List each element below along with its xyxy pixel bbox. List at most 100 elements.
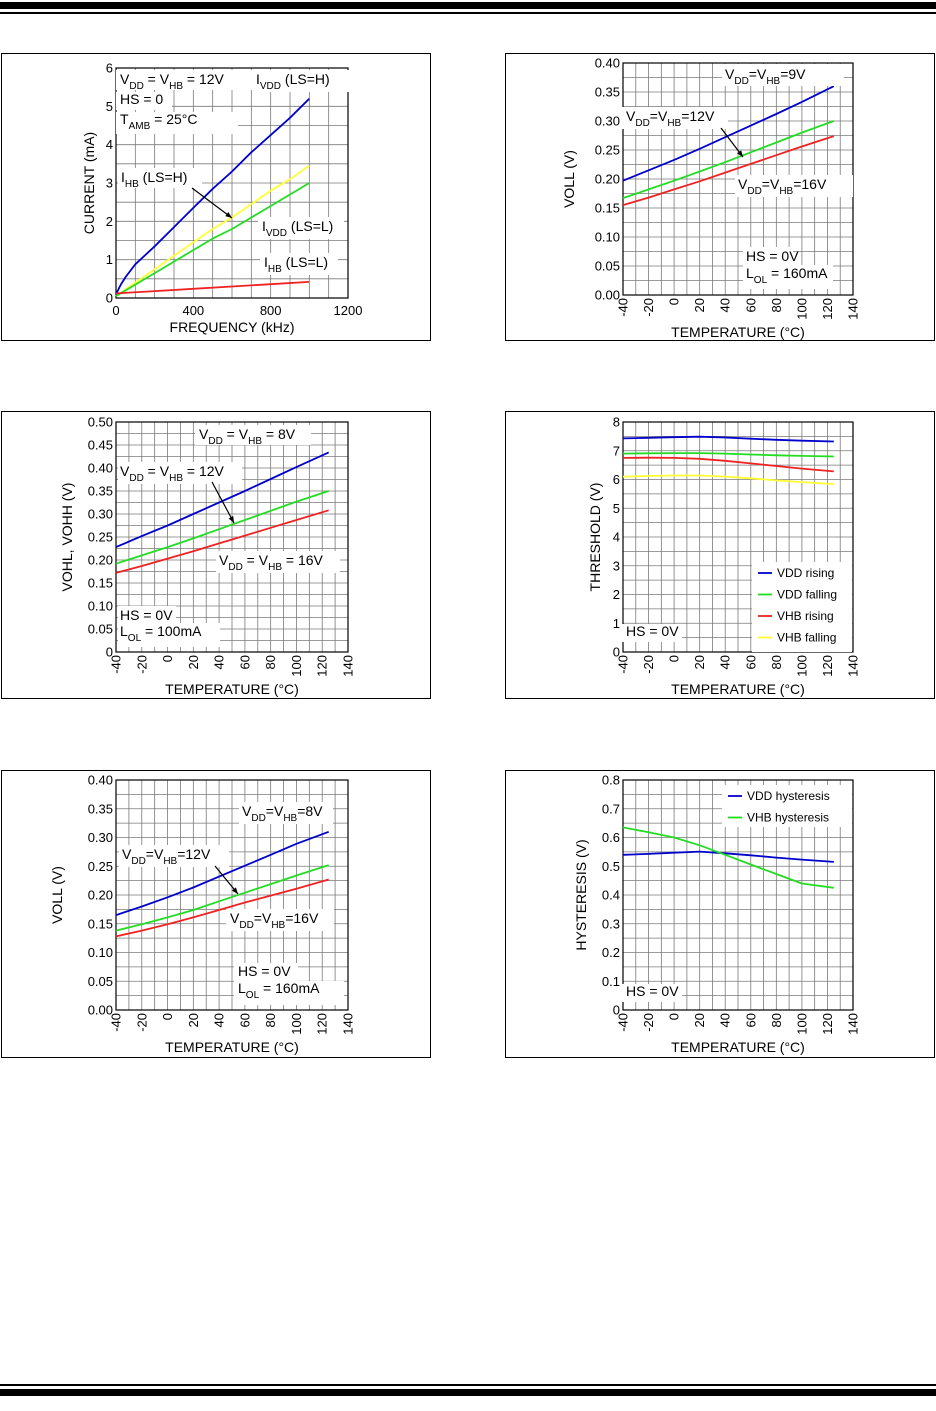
annotation-main: HS = 0V (120, 607, 173, 623)
y-tick-label: 0.15 (88, 576, 113, 591)
y-tick-label: 0.6 (602, 830, 620, 845)
annotation-subscript: HB (169, 473, 183, 484)
annotation-hs-0v: HS = 0V (743, 247, 799, 265)
y-axis-label: VOLL (V) (49, 866, 65, 924)
annotation-hs-0v: HS = 0V (622, 983, 682, 1002)
annotation-bg (118, 462, 242, 484)
series-group (115, 830, 330, 938)
annotation-bg (234, 981, 344, 1005)
annotation-subscript: DD (239, 920, 253, 931)
y-tick-label: 0.35 (595, 85, 620, 100)
annotation-subscript: OL (128, 633, 142, 644)
annotation-subscript: HB (163, 856, 177, 867)
annotation-subscript: DD (131, 856, 145, 867)
x-tick-label: 140 (341, 1013, 356, 1035)
annotation-bg (260, 253, 338, 275)
annotation-text: LOL = 100mA (120, 623, 202, 644)
y-tick-label: 0.40 (88, 773, 113, 788)
annotation-bg (195, 425, 311, 445)
y-axis-label: THRESHOLD (V) (587, 483, 603, 592)
y-tick-label: 0.35 (88, 484, 113, 499)
x-axis-label: TEMPERATURE (°C) (671, 681, 805, 697)
x-axis-label: TEMPERATURE (°C) (671, 324, 805, 340)
y-axis-label: VOLL (V) (561, 150, 577, 208)
legend-label: VHB falling (777, 631, 836, 645)
plot-frame (622, 421, 854, 653)
y-tick-label: 0.05 (88, 622, 113, 637)
y-tick-label: 5 (613, 501, 620, 516)
annotation-bg (216, 551, 340, 573)
annotation-part: =16V (285, 910, 319, 926)
series-line-ihb-ls-l (115, 281, 310, 295)
y-tick-label: 0.45 (88, 438, 113, 453)
y-tick-label: 0.1 (602, 974, 620, 989)
x-axis-label: TEMPERATURE (°C) (165, 681, 299, 697)
y-tick-label: 0 (613, 1003, 620, 1018)
x-tick-label: 80 (769, 655, 784, 669)
annotation-bg (743, 247, 793, 265)
legend-label: VHB hysteresis (747, 811, 829, 825)
x-tick-label: 60 (237, 1013, 252, 1027)
annotation-vdd-vhb-8v: VDD=VHB=8V (239, 802, 333, 824)
legend-label: VDD rising (777, 566, 834, 580)
x-tick-label: 80 (769, 1013, 784, 1027)
annotation-subscript: HB (268, 562, 282, 573)
series-line-vhb-rising (622, 456, 834, 473)
annotation-ihb-ls-h: IHB (LS=H) (118, 168, 202, 190)
annotation-main: V (725, 66, 735, 82)
x-tick-label: 20 (692, 1013, 707, 1027)
annotation-main: T (120, 111, 129, 127)
annotation-subscript: DD (228, 562, 242, 573)
annotation-main: V (242, 803, 252, 819)
annotation-bg (722, 64, 844, 86)
x-tick-label: 120 (820, 1013, 835, 1035)
annotation-text: VDD=VHB=8V (242, 803, 323, 824)
x-tick-label: 20 (186, 655, 201, 669)
series-line-vdd-vhb-16v (115, 878, 329, 938)
series-line-vdd-rising (622, 435, 834, 443)
y-tick-label: 7 (613, 443, 620, 458)
y-tick-label: 0.00 (88, 1003, 113, 1018)
y-tick-label: 4 (106, 137, 113, 152)
annotation-part: = 100mA (141, 623, 202, 639)
annotation-hs-0v: HS = 0V (118, 606, 176, 624)
chart-panel-vohl-vohh: 0 0.05 0.10 0.15 0.20 0.25 0.30 0.35 0.40 0.45 0.5… (1, 411, 431, 699)
chart-panel-threshold: 0 1 2 3 4 5 6 7 8 -40 -20 0 20 40 60 80 100 120 140 TEMPERA… (505, 411, 935, 699)
annotation-bg (234, 963, 298, 981)
x-axis-label: TEMPERATURE (°C) (671, 1039, 805, 1055)
x-tick-label: 80 (263, 655, 278, 669)
y-tick-label: 6 (613, 472, 620, 487)
y-tick-label: 0.20 (595, 172, 620, 187)
x-tick-label: 100 (794, 298, 809, 320)
annotation-subscript: DD (129, 81, 143, 92)
legend-label: VDD falling (777, 588, 837, 602)
annotation-vdd-vhb-12v: VDD = VHB = 12V (118, 462, 242, 484)
annotation-part: = V (144, 463, 170, 479)
annotation-part: =8V (297, 803, 323, 819)
annotation-text: LOL = 160mA (238, 980, 320, 1001)
x-tick-label: -20 (134, 1013, 149, 1032)
annotation-bg (226, 909, 334, 931)
annotation-bg (622, 624, 682, 642)
annotation-part: =12V (681, 108, 715, 124)
y-tick-label: 2 (106, 214, 113, 229)
annotation-main: I (264, 254, 268, 270)
chart-hysteresis-vs-temperature: 0 0.1 0.2 0.3 0.4 0.5 0.6 0.7 0.8 -40 -20 0 20 40 60 80… (573, 773, 861, 1056)
annotation-main: L (238, 980, 246, 996)
x-tick-label: 100 (794, 1013, 809, 1035)
legend-label: VHB rising (777, 609, 834, 623)
x-tick-label: 120 (820, 655, 835, 677)
series-line-vdd-vhb-16v (622, 135, 835, 206)
annotation-main: HS = 0 (120, 91, 163, 107)
annotation-text: LOL = 160mA (746, 265, 828, 286)
annotation-subscript: DD (635, 118, 649, 129)
chart-voll-vs-temperature-b: 0.00 0.05 0.10 0.15 0.20 0.25 0.30 0.35 0.40 -40-… (49, 773, 356, 1056)
x-tick-label: 0 (160, 655, 175, 662)
x-tick-label: 400 (182, 303, 204, 318)
series-line-vdd-vhb-8v (115, 830, 330, 916)
series-line-vdd-vhb-12v (115, 864, 329, 932)
annotation-part: =V (266, 803, 284, 819)
annotation-main: L (120, 623, 128, 639)
series-line-vhb-hysteresis (622, 826, 834, 889)
y-tick-label: 1 (613, 616, 620, 631)
